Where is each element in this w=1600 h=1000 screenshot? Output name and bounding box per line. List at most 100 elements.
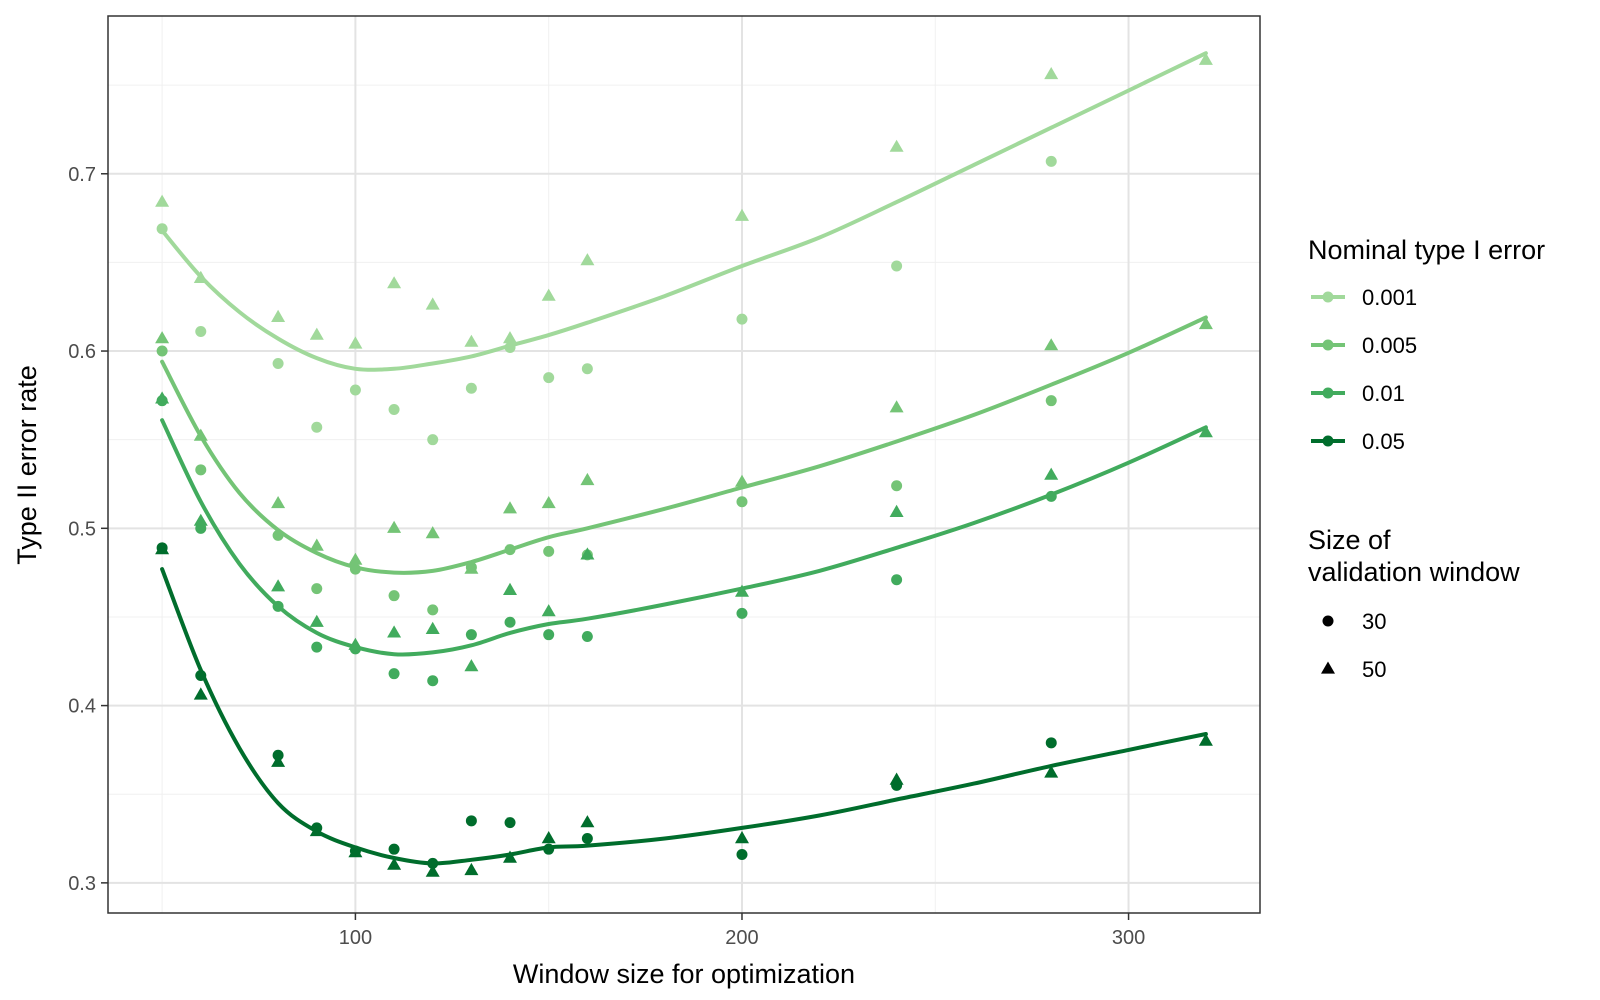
point-circle-0.001 (349, 384, 361, 396)
y-axis: 0.3 0.4 0.5 0.6 0.7 (68, 164, 108, 895)
point-circle-0.01 (272, 600, 284, 612)
point-circle-0.001 (581, 363, 593, 375)
y-axis-title: Type II error rate (12, 365, 42, 565)
point-circle-0.005 (311, 583, 323, 595)
point-circle-0.05 (388, 843, 400, 855)
point-circle-0.005 (543, 545, 555, 557)
point-triangle-0.005 (503, 501, 517, 514)
point-circle-0.01 (465, 629, 477, 641)
smooth-line-0.001 (160, 51, 1208, 372)
point-circle-0.001 (195, 326, 207, 338)
point-circle-0.005 (504, 544, 516, 556)
point-triangle-0.005 (387, 520, 402, 533)
point-triangle-0.05 (580, 815, 595, 828)
point-triangle-0.001 (271, 309, 286, 322)
point-circle-0.001 (465, 382, 477, 394)
x-tick-label: 200 (725, 927, 758, 949)
point-triangle-0.01 (155, 391, 170, 404)
point-circle-0.005 (349, 563, 361, 575)
y-tick-label: 0.5 (68, 518, 96, 540)
plot-panel (108, 16, 1260, 913)
point-triangle-0.005 (193, 428, 208, 441)
point-circle-0.05 (427, 857, 439, 869)
plot-border (107, 15, 1261, 914)
point-triangle-0.01 (193, 513, 208, 526)
point-circle-0.01 (504, 616, 516, 628)
point-triangle-0.05 (1044, 765, 1059, 778)
point-triangle-0.01 (541, 604, 556, 617)
point-circle-0.001 (272, 357, 284, 369)
legend-circle-key (1322, 615, 1334, 627)
point-triangle-0.005 (309, 538, 324, 551)
point-triangle-0.005 (735, 474, 749, 487)
point-triangle-0.001 (193, 270, 208, 283)
point-triangle-0.05 (348, 845, 363, 858)
legend-shape-label: 30 (1362, 609, 1386, 634)
point-triangle-0.05 (1198, 733, 1213, 746)
point-circle-0.001 (1045, 155, 1057, 167)
point-triangle-0.005 (1044, 338, 1059, 351)
point-triangle-0.01 (580, 547, 595, 560)
point-triangle-0.001 (387, 276, 402, 289)
point-triangle-0.005 (348, 552, 363, 565)
point-triangle-0.01 (503, 582, 517, 595)
x-axis-title: Window size for optimization (513, 959, 855, 989)
minor-gridlines (108, 16, 1260, 913)
legend-key-point-0.01 (1322, 387, 1334, 399)
point-triangle-0.005 (889, 400, 904, 413)
point-circle-0.005 (195, 464, 207, 476)
x-tick-label: 100 (339, 927, 372, 949)
point-circle-0.01 (891, 574, 903, 586)
point-circle-0.001 (504, 342, 516, 353)
point-circle-0.01 (1045, 490, 1057, 502)
point-triangle-0.01 (309, 614, 324, 627)
point-triangle-0.05 (464, 862, 479, 876)
x-axis: 100 200 300 (339, 913, 1145, 949)
legend: Nominal type I error 0.0010.0050.010.05 … (1308, 235, 1545, 682)
y-tick-label: 0.4 (68, 696, 96, 718)
point-triangle-0.05 (309, 823, 324, 837)
point-triangle-0.005 (541, 496, 556, 509)
point-circle-0.05 (465, 815, 477, 827)
point-circle-0.05 (1045, 737, 1057, 749)
point-circle-0.01 (427, 675, 439, 687)
point-triangle-0.01 (387, 625, 402, 638)
y-tick-label: 0.6 (68, 341, 96, 363)
point-circle-0.01 (388, 668, 400, 680)
point-triangle-0.001 (735, 208, 749, 221)
point-circle-0.001 (427, 434, 439, 446)
point-circle-0.05 (736, 849, 748, 860)
color-legend-entries: 0.001 0.005 0.01 0.05 (1311, 285, 1417, 454)
point-circle-0.01 (736, 607, 748, 619)
point-triangle-0.01 (1044, 467, 1059, 480)
point-circle-0.001 (311, 421, 323, 433)
point-circle-0.01 (543, 629, 555, 641)
point-circle-0.005 (736, 496, 748, 508)
point-triangle-0.05 (155, 542, 170, 555)
legend-key-point-0.001 (1322, 291, 1334, 303)
data-points (155, 52, 1213, 877)
point-triangle-0.001 (541, 288, 556, 301)
point-triangle-0.05 (387, 857, 402, 870)
point-triangle-0.005 (271, 496, 286, 509)
point-triangle-0.001 (348, 336, 363, 349)
point-triangle-0.001 (1044, 67, 1059, 80)
point-triangle-0.05 (541, 831, 556, 844)
point-triangle-0.001 (309, 327, 324, 340)
point-circle-0.005 (1045, 395, 1057, 407)
legend-label-0.01: 0.01 (1362, 381, 1405, 406)
point-circle-0.001 (388, 404, 400, 416)
point-circle-0.001 (156, 223, 168, 235)
point-triangle-0.005 (425, 526, 440, 539)
point-triangle-0.01 (1198, 425, 1213, 438)
point-triangle-0.005 (580, 472, 595, 486)
point-triangle-0.01 (735, 584, 749, 597)
legend-shape-label: 50 (1362, 657, 1386, 682)
point-triangle-0.005 (1198, 316, 1213, 330)
point-circle-0.005 (388, 590, 400, 602)
point-triangle-0.05 (889, 772, 904, 785)
legend-label-0.001: 0.001 (1362, 285, 1417, 310)
point-circle-0.005 (156, 345, 168, 357)
point-triangle-0.001 (889, 139, 904, 152)
point-circle-0.05 (504, 817, 516, 829)
